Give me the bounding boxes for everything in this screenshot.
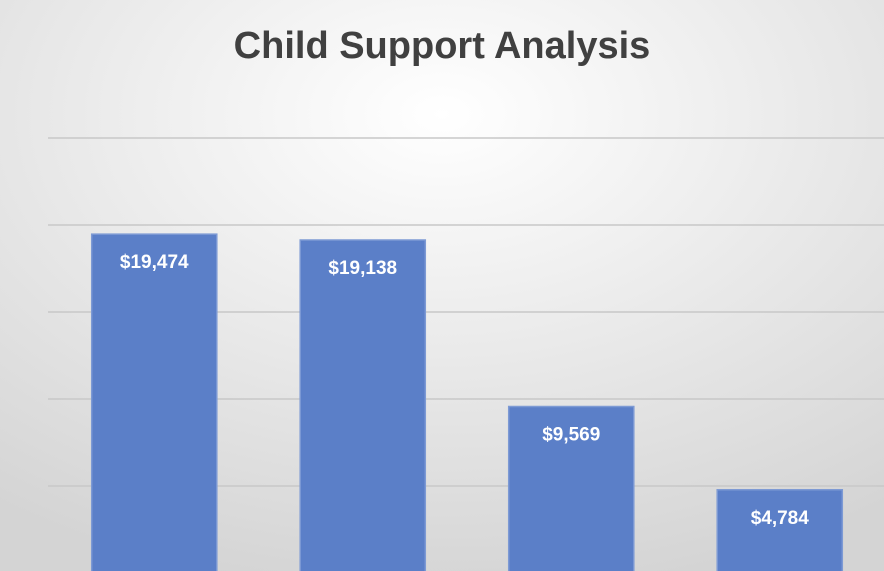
bar (507, 405, 635, 571)
bar (90, 233, 218, 571)
bar (716, 489, 844, 571)
data-label: $4,784 (751, 508, 810, 529)
data-label: $19,474 (120, 252, 189, 273)
data-label: $19,138 (328, 258, 397, 279)
chart-title: Child Support Analysis (234, 25, 651, 67)
data-label: $9,569 (542, 425, 600, 446)
bar (299, 239, 427, 571)
